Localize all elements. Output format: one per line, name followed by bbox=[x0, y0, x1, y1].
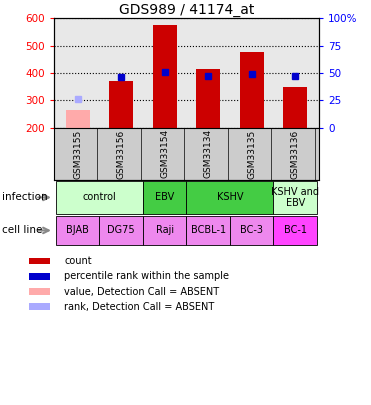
Bar bbox=[99, 215, 143, 245]
Text: control: control bbox=[83, 192, 116, 202]
Text: value, Detection Call = ABSENT: value, Detection Call = ABSENT bbox=[64, 287, 219, 296]
Text: BC-3: BC-3 bbox=[240, 226, 263, 235]
Text: BJAB: BJAB bbox=[66, 226, 89, 235]
Text: DG75: DG75 bbox=[107, 226, 135, 235]
Text: EBV: EBV bbox=[155, 192, 174, 202]
Bar bbox=[66, 110, 90, 128]
Bar bbox=[283, 87, 307, 128]
Bar bbox=[29, 303, 50, 310]
Text: count: count bbox=[64, 256, 92, 266]
Bar bbox=[29, 288, 50, 295]
Text: GSM33134: GSM33134 bbox=[204, 129, 213, 179]
Bar bbox=[240, 52, 264, 128]
Text: rank, Detection Call = ABSENT: rank, Detection Call = ABSENT bbox=[64, 302, 214, 312]
Bar bbox=[230, 215, 273, 245]
Bar bbox=[109, 81, 133, 128]
Text: GSM33135: GSM33135 bbox=[247, 129, 256, 179]
Text: GSM33156: GSM33156 bbox=[117, 129, 126, 179]
Bar bbox=[153, 25, 177, 128]
Bar bbox=[273, 215, 317, 245]
Bar bbox=[29, 273, 50, 280]
Title: GDS989 / 41174_at: GDS989 / 41174_at bbox=[119, 3, 254, 17]
Bar bbox=[143, 181, 187, 213]
Text: KSHV and
EBV: KSHV and EBV bbox=[271, 187, 319, 208]
Text: GSM33136: GSM33136 bbox=[290, 129, 300, 179]
Text: percentile rank within the sample: percentile rank within the sample bbox=[64, 271, 229, 281]
Bar bbox=[273, 181, 317, 213]
Text: cell line: cell line bbox=[2, 226, 42, 235]
Bar bbox=[29, 258, 50, 264]
Text: GSM33155: GSM33155 bbox=[73, 129, 82, 179]
Text: BCBL-1: BCBL-1 bbox=[191, 226, 226, 235]
Text: KSHV: KSHV bbox=[217, 192, 243, 202]
Bar bbox=[196, 69, 220, 128]
Bar bbox=[187, 215, 230, 245]
Bar bbox=[56, 215, 99, 245]
Text: GSM33154: GSM33154 bbox=[160, 129, 169, 179]
Bar bbox=[56, 181, 143, 213]
Bar bbox=[143, 215, 187, 245]
Text: Raji: Raji bbox=[155, 226, 174, 235]
Text: BC-1: BC-1 bbox=[284, 226, 307, 235]
Text: infection: infection bbox=[2, 192, 47, 202]
Bar bbox=[187, 181, 273, 213]
